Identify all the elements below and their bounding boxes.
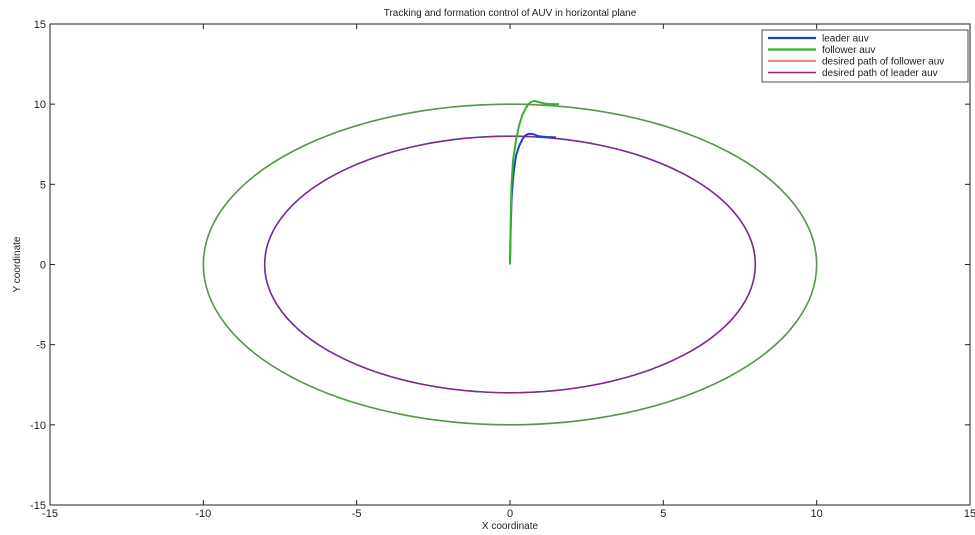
- y-tick-label: 0: [40, 260, 46, 272]
- y-tick-label: -10: [30, 420, 46, 432]
- x-tick-label: -15: [42, 508, 58, 520]
- legend-label: follower auv: [822, 45, 875, 56]
- desired-path-follower: [202, 103, 818, 426]
- legend-label: desired path of leader auv: [822, 68, 938, 79]
- leader-auv-line: [509, 132, 557, 265]
- follower-auv-line: [509, 99, 560, 265]
- x-axis: -15 -10 -5 0 5 10 15: [42, 24, 975, 520]
- x-tick-label: 5: [660, 508, 666, 520]
- x-tick-label: 0: [507, 508, 513, 520]
- x-tick-label: 15: [964, 508, 975, 520]
- y-axis-label: Y coordinate: [12, 236, 23, 292]
- y-axis: -15 -10 -5 0 5 10 15: [30, 19, 970, 512]
- legend-label: leader auv: [822, 34, 869, 45]
- chart-title: Tracking and formation control of AUV in…: [384, 8, 637, 19]
- x-tick-label: -5: [352, 508, 362, 520]
- legend-label: desired path of follower auv: [822, 57, 944, 68]
- x-tick-label: -10: [195, 508, 211, 520]
- y-tick-label: 5: [40, 179, 46, 191]
- x-tick-label: 10: [811, 508, 823, 520]
- y-tick-label: 15: [34, 19, 46, 31]
- y-tick-label: -15: [30, 500, 46, 512]
- y-tick-label: 10: [34, 99, 46, 111]
- auv-trajectories: [509, 99, 560, 265]
- desired-paths: [202, 103, 818, 426]
- follower-tracked-ring: [202, 103, 818, 426]
- desired-path-leader: [264, 135, 756, 394]
- x-axis-label: X coordinate: [482, 521, 539, 532]
- y-tick-label: -5: [36, 340, 46, 352]
